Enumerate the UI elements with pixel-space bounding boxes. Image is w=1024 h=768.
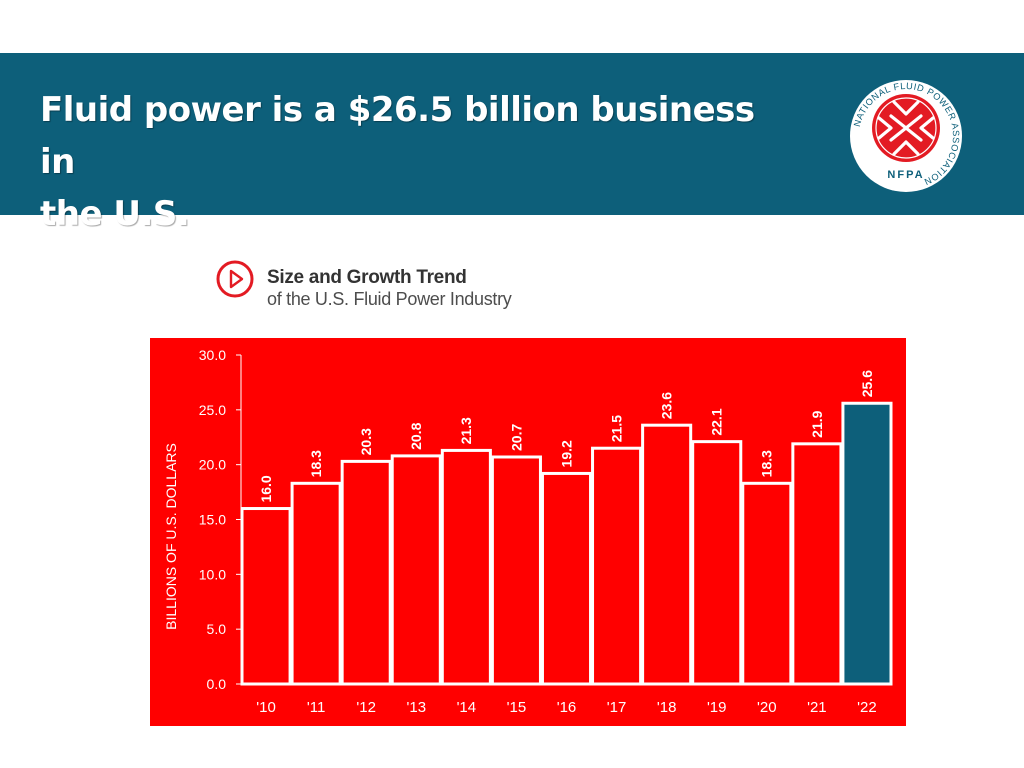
y-tick-label: 20.0 (199, 457, 226, 473)
chart-heading-subtitle: of the U.S. Fluid Power Industry (267, 289, 512, 309)
bar (240, 507, 292, 686)
chart-heading: Size and Growth Trend of the U.S. Fluid … (215, 256, 635, 316)
bar (490, 455, 542, 686)
y-axis-label: BILLIONS OF U.S. DOLLARS (163, 443, 179, 630)
logo-emblem-mark (877, 100, 935, 156)
bar (540, 471, 593, 686)
x-tick-label: '14 (457, 699, 477, 716)
bar (290, 481, 342, 686)
x-tick-label: '15 (507, 699, 527, 716)
y-tick-label: 15.0 (199, 512, 226, 528)
bar-value-label: 20.3 (358, 428, 374, 455)
bar (390, 454, 442, 686)
play-circle-icon (216, 260, 254, 298)
nfpa-logo: NATIONAL FLUID POWER ASSOCIATION NFPA (850, 80, 962, 192)
y-tick-label: 5.0 (207, 621, 227, 637)
y-tick-label: 0.0 (207, 676, 227, 692)
slide-title-line-2: the U.S. (40, 194, 190, 234)
x-tick-label: '22 (857, 699, 877, 716)
bar-value-label: 23.6 (659, 392, 675, 419)
logo-abbr: NFPA (887, 169, 924, 181)
x-tick-label: '16 (557, 699, 577, 716)
bar (440, 448, 492, 686)
bar-highlight (841, 401, 893, 686)
bar-chart: BILLIONS OF U.S. DOLLARS 0.0 5.0 10.0 15.0 2… (150, 338, 906, 726)
bar-value-label: 16.0 (258, 475, 274, 502)
bar (340, 459, 392, 686)
x-tick-label: '12 (356, 699, 376, 716)
bar-value-label: 20.7 (508, 424, 524, 451)
y-tick-label: 25.0 (199, 402, 226, 418)
x-tick-label: '21 (807, 699, 827, 716)
slide-title-line-1: Fluid power is a $26.5 billion business … (40, 90, 755, 182)
x-tick-label: '11 (307, 699, 325, 716)
bar-value-label: 18.3 (759, 450, 775, 477)
bar-value-label: 25.6 (859, 370, 875, 397)
bar-value-label: 18.3 (308, 450, 324, 477)
chart-heading-title: Size and Growth Trend (267, 267, 467, 288)
x-tick-label: '18 (657, 699, 677, 716)
bar-value-label: 22.1 (709, 408, 725, 435)
bar-value-label: 20.8 (408, 422, 424, 449)
bar-value-label: 21.3 (458, 417, 474, 444)
x-tick-label: '17 (607, 699, 627, 716)
bar (641, 423, 693, 686)
y-tick-label: 30.0 (199, 347, 226, 363)
x-tick-label: '19 (707, 699, 727, 716)
bar (691, 440, 743, 686)
bar-value-label: 19.2 (558, 440, 574, 467)
slide-title: Fluid power is a $26.5 billion business … (40, 84, 800, 240)
bar-value-label: 21.9 (809, 410, 825, 437)
y-tick-label: 10.0 (199, 566, 226, 582)
bar (741, 481, 793, 686)
x-tick-label: '13 (406, 699, 426, 716)
x-tick-label: '20 (757, 699, 777, 716)
bar (591, 446, 643, 686)
bar (791, 442, 843, 686)
x-tick-label: '10 (256, 699, 276, 716)
bar-value-label: 21.5 (608, 415, 624, 442)
